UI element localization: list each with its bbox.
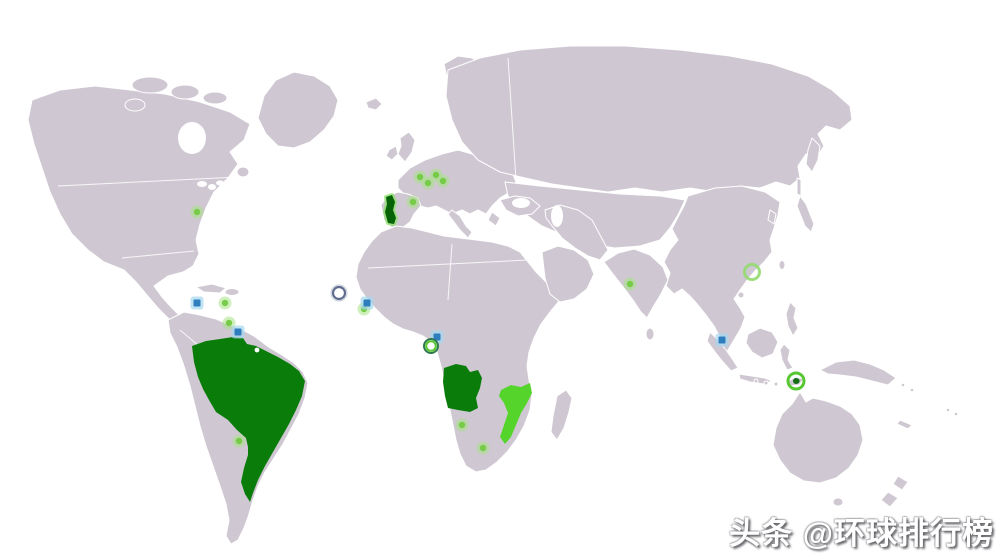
solomon-island xyxy=(909,387,915,393)
sao-tome-and-principe-ring-inner xyxy=(425,340,437,352)
greenland xyxy=(257,71,339,149)
east-timor-ring-center-dot xyxy=(793,378,799,384)
border-line xyxy=(57,176,239,187)
lesser-antilles-dot-marker xyxy=(221,299,229,307)
new-caledonia xyxy=(896,419,913,430)
highlighted-countries-layer xyxy=(192,193,800,502)
cape-verde-ring-marker xyxy=(331,285,347,301)
borders-layer xyxy=(57,57,529,353)
philippines xyxy=(785,301,799,337)
australia xyxy=(772,391,864,484)
country-brazil xyxy=(192,337,305,502)
switzerland-dot-marker xyxy=(439,177,447,185)
greece xyxy=(487,211,501,227)
central-france-dot-marker xyxy=(424,179,432,187)
lesser-sunda-island xyxy=(753,378,759,384)
china-southeast-asia xyxy=(663,185,781,358)
guinea-bissau-square-marker xyxy=(363,299,371,307)
sri-lanka xyxy=(645,327,655,341)
cuba xyxy=(195,283,227,294)
borneo xyxy=(745,327,779,359)
arabian-peninsula xyxy=(541,245,595,303)
namibia-dot-marker xyxy=(458,421,466,429)
east-timor-ring-ring-marker xyxy=(786,371,806,391)
country-angola xyxy=(443,364,482,412)
equatorial-guinea-square-marker xyxy=(433,333,441,341)
french-guiana-amapa-square-marker xyxy=(234,328,242,336)
kamchatka xyxy=(805,137,821,173)
new-england-dot-marker xyxy=(193,208,201,216)
hispaniola xyxy=(224,288,240,296)
country-mozambique xyxy=(499,383,532,444)
paraguay-dot-marker xyxy=(235,437,243,445)
fiji-island xyxy=(953,411,959,417)
country-portugal xyxy=(383,193,398,226)
northern-spain-andorra-dot-marker xyxy=(409,198,417,206)
germany-dot-marker xyxy=(432,171,440,179)
iceland xyxy=(365,97,383,111)
south-africa-dot-marker xyxy=(479,444,487,452)
newfoundland xyxy=(236,166,250,178)
italy xyxy=(447,209,473,239)
arctic-island xyxy=(131,76,169,94)
solomon-island xyxy=(900,382,906,388)
arctic-island xyxy=(124,98,146,112)
guyana-suriname-dot-marker xyxy=(225,319,233,327)
black-sea xyxy=(512,198,530,208)
fiji-island xyxy=(945,407,951,413)
central-asia xyxy=(504,181,686,249)
continent-africa xyxy=(355,225,561,473)
new-zealand-north xyxy=(892,475,909,491)
continents-layer xyxy=(27,45,959,545)
watermark-text: 头条 @环球排行榜 xyxy=(729,516,994,551)
great-britain xyxy=(397,131,416,163)
caspian-sea xyxy=(551,205,563,227)
continent-asia-russia xyxy=(445,45,853,193)
malacca-malaysia-square-marker xyxy=(718,336,726,344)
japan xyxy=(796,195,815,233)
sulawesi xyxy=(779,343,794,371)
amazon-mouth-gap xyxy=(254,347,260,353)
new-zealand-south xyxy=(880,491,899,508)
great-lake xyxy=(216,180,224,186)
hainan xyxy=(737,291,745,299)
continent-north-america xyxy=(27,85,251,337)
lesser-sunda-island xyxy=(763,380,769,386)
arctic-island xyxy=(170,84,200,100)
great-lake xyxy=(197,181,207,187)
border-line xyxy=(121,250,195,259)
cape-verde-ring-outer xyxy=(330,284,348,302)
tasmania xyxy=(832,497,844,507)
western-france-dot-marker xyxy=(416,173,424,181)
new-guinea xyxy=(819,359,897,386)
lakes-layer xyxy=(178,122,563,227)
taiwan xyxy=(778,260,786,270)
ireland xyxy=(385,145,399,161)
madagascar xyxy=(550,389,573,441)
korea xyxy=(767,209,777,225)
hudson-bay xyxy=(178,122,206,154)
border-line xyxy=(507,57,517,181)
great-lake xyxy=(208,184,216,190)
sakhalin xyxy=(796,177,802,197)
border-line xyxy=(367,259,529,269)
markers-layer xyxy=(190,168,806,455)
border-line xyxy=(447,243,453,301)
goa-india-dot-marker xyxy=(626,280,634,288)
macau-ring-marker xyxy=(743,263,761,281)
lesser-sunda-island xyxy=(773,381,779,387)
arctic-island xyxy=(202,91,228,105)
aruba-curacao-square-marker xyxy=(193,299,201,307)
